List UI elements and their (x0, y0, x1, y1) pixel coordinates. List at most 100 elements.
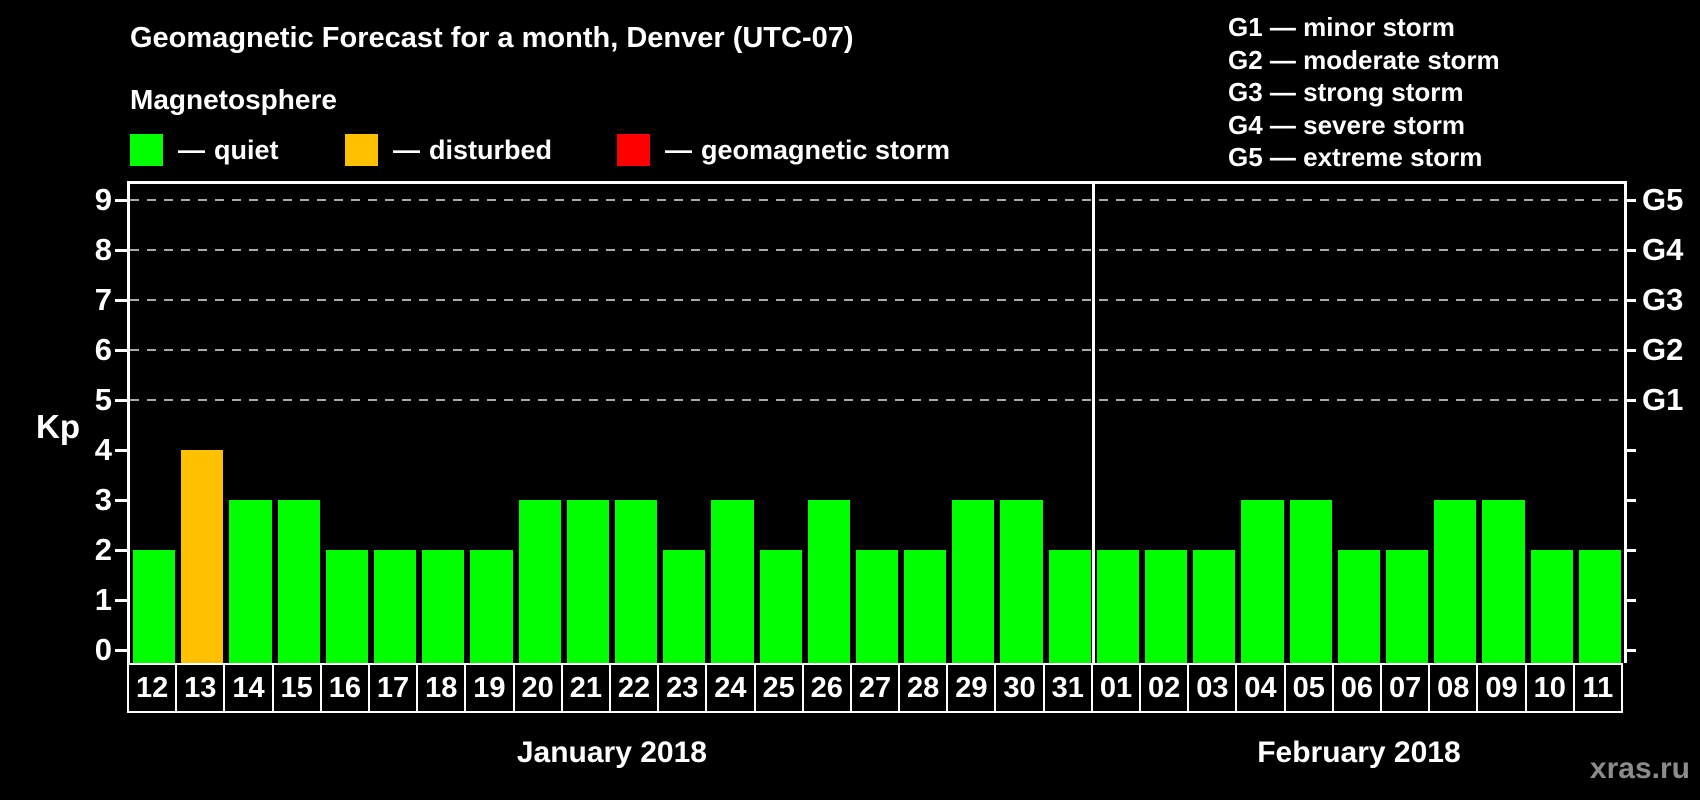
y-tick-left-0 (115, 648, 127, 652)
day-label-february-07: 07 (1380, 663, 1431, 713)
day-label-january-26: 26 (801, 663, 852, 713)
kp-bar-january-25 (759, 550, 802, 663)
month-label-january: January 2018 (516, 736, 707, 769)
right-axis-label-g5: G5 (1642, 182, 1684, 217)
y-axis-label-3: 3 (94, 482, 112, 517)
kp-bar-january-28 (904, 550, 947, 663)
watermark: xras.ru (1589, 752, 1690, 785)
legend-label-disturbed: disturbed (429, 134, 553, 165)
right-axis-label-g3: G3 (1642, 282, 1684, 317)
chart-title: Geomagnetic Forecast for a month, Denver… (130, 22, 854, 54)
kp-bar-january-30 (1000, 500, 1043, 663)
day-label-january-28: 28 (898, 663, 949, 713)
y-tick-left-3 (115, 498, 127, 502)
y-tick-right-4 (1624, 448, 1636, 452)
storm-scale-line-g4: G4 — severe storm (1228, 109, 1466, 140)
y-axis-title: Kp (36, 408, 80, 445)
day-label-february-02: 02 (1139, 663, 1190, 713)
y-axis-label-5: 5 (94, 382, 112, 417)
plot-area (127, 181, 1627, 663)
kp-bar-january-27 (855, 550, 899, 663)
legend-item-disturbed: — disturbed (345, 133, 552, 167)
kp-bar-february-06 (1337, 550, 1381, 663)
y-tick-left-5 (115, 398, 127, 402)
kp-bar-february-04 (1241, 500, 1284, 663)
chart-subtitle: Magnetosphere (130, 84, 337, 115)
day-label-january-25: 25 (753, 663, 804, 713)
day-label-january-19: 19 (464, 663, 515, 713)
day-label-january-23: 23 (657, 663, 708, 713)
kp-bar-january-24 (711, 500, 754, 663)
day-label-january-15: 15 (271, 663, 322, 713)
quiet-color-swatch (130, 134, 163, 166)
y-tick-right-1 (1624, 598, 1636, 602)
day-label-january-31: 31 (1042, 663, 1093, 713)
day-label-january-27: 27 (849, 663, 901, 713)
y-axis-label-1: 1 (94, 582, 112, 617)
kp-bar-january-16 (325, 550, 368, 663)
kp-bar-january-14 (229, 500, 272, 663)
legend-item-quiet: — quiet (130, 133, 279, 167)
y-tick-left-6 (115, 348, 127, 352)
disturbed-color-swatch (345, 134, 378, 166)
y-tick-right-6 (1624, 348, 1636, 352)
y-axis-label-7: 7 (94, 282, 112, 317)
gridline-kp9 (130, 199, 1624, 201)
y-axis-label-8: 8 (94, 232, 112, 267)
month-label-february: February 2018 (1257, 736, 1461, 769)
y-axis-label-4: 4 (94, 432, 112, 467)
kp-bar-february-03 (1193, 550, 1236, 663)
kp-bar-january-12 (133, 550, 176, 663)
kp-bar-february-07 (1386, 550, 1429, 663)
storm-scale-line-g5: G5 — extreme storm (1228, 142, 1483, 172)
kp-bar-february-02 (1145, 550, 1188, 663)
y-tick-right-0 (1624, 648, 1636, 652)
kp-bar-january-20 (518, 500, 561, 663)
kp-bar-january-19 (470, 550, 513, 663)
kp-bar-january-18 (422, 550, 465, 663)
y-axis-label-6: 6 (94, 332, 112, 367)
storm-color-swatch (617, 134, 650, 166)
y-tick-left-9 (115, 198, 127, 202)
day-label-february-03: 03 (1187, 663, 1238, 713)
y-tick-right-2 (1624, 548, 1636, 552)
y-tick-right-5 (1624, 398, 1636, 402)
y-tick-right-7 (1624, 298, 1636, 302)
gridline-kp6 (130, 349, 1624, 351)
legend-dash: — (665, 134, 692, 165)
day-label-february-09: 09 (1476, 663, 1527, 713)
storm-scale-line-g2: G2 — moderate storm (1228, 44, 1500, 75)
day-label-january-16: 16 (319, 663, 370, 713)
day-label-february-05: 05 (1283, 663, 1334, 713)
kp-bar-february-08 (1434, 500, 1477, 663)
kp-bar-february-09 (1482, 500, 1525, 663)
kp-bar-january-31 (1048, 550, 1091, 663)
right-axis-label-g1: G1 (1642, 382, 1684, 417)
kp-bar-february-10 (1530, 550, 1573, 663)
right-axis-label-g4: G4 (1642, 232, 1684, 267)
legend-dash: — (178, 134, 205, 165)
kp-bar-january-13 (181, 450, 224, 663)
y-tick-right-9 (1624, 198, 1636, 202)
kp-bar-january-23 (663, 550, 706, 663)
kp-bar-january-29 (952, 500, 995, 663)
gridline-kp5 (130, 399, 1624, 401)
y-tick-left-2 (115, 548, 127, 552)
y-tick-right-8 (1624, 248, 1636, 252)
kp-bar-january-15 (277, 500, 320, 663)
y-axis-label-0: 0 (94, 632, 112, 667)
kp-bar-january-17 (373, 550, 417, 663)
legend-label-quiet: quiet (214, 134, 279, 165)
gridline-kp7 (130, 299, 1624, 301)
storm-scale-line-g1: G1 — minor storm (1228, 12, 1455, 42)
day-label-january-13: 13 (175, 663, 226, 713)
kp-bar-february-01 (1096, 550, 1140, 663)
day-label-january-12: 12 (127, 663, 178, 713)
y-axis-label-9: 9 (94, 182, 112, 217)
y-tick-left-8 (115, 248, 127, 252)
kp-bar-february-05 (1289, 500, 1332, 663)
day-label-january-20: 20 (512, 663, 563, 713)
day-label-january-22: 22 (608, 663, 660, 713)
day-label-february-01: 01 (1090, 663, 1142, 713)
